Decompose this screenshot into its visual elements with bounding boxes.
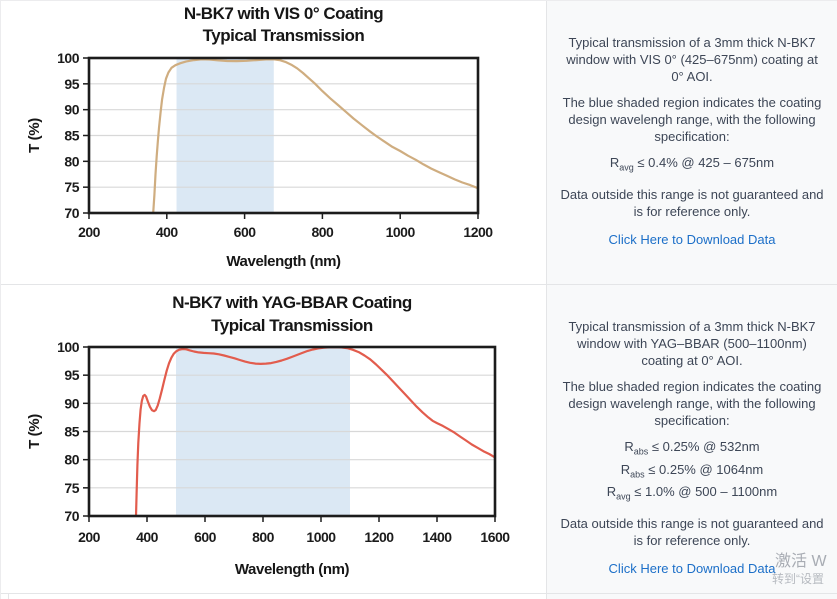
inner-border — [8, 594, 9, 599]
spec-line: Ravg ≤ 0.4% @ 425 – 675nm — [609, 155, 775, 173]
spec-line: Rabs ≤ 0.25% @ 532nm — [624, 439, 760, 457]
y-tick-label: 70 — [64, 508, 79, 524]
activate-windows-watermark-line2: 转到“设置 — [772, 572, 824, 586]
x-axis-label: Wavelength (nm) — [235, 561, 350, 578]
yag-spec-list: Rabs ≤ 0.25% @ 532nm Rabs ≤ 0.25% @ 1064n… — [560, 438, 824, 506]
activate-windows-watermark-line1: 激活 W — [775, 553, 827, 570]
y-tick-label: 80 — [64, 153, 79, 169]
x-tick-label: 1600 — [480, 529, 510, 545]
x-tick-label: 1200 — [463, 224, 493, 240]
section-yag-coating: 70 75 80 85 90 95 100 200 400 600 800 1000 1200 1400 1… — [1, 284, 837, 593]
next-section-left-cell — [1, 594, 546, 599]
vis-spec-list: Ravg ≤ 0.4% @ 425 – 675nm — [560, 154, 824, 177]
chart-title-line2: Typical Transmission — [203, 26, 365, 45]
next-section-right-cell — [546, 594, 837, 599]
spec-line: Ravg ≤ 1.0% @ 500 – 1100nm — [606, 484, 778, 502]
section-vis-coating: 70 75 80 85 90 95 100 200 400 600 800 1000 1200 N-BK7… — [1, 1, 837, 284]
yag-transmission-chart: 70 75 80 85 90 95 100 200 400 600 800 1000 1200 1400 1… — [26, 293, 511, 578]
vis-description: Typical transmission of a 3mm thick N-BK… — [566, 35, 818, 84]
y-tick-label: 100 — [57, 50, 80, 66]
info-panel-yag: Typical transmission of a 3mm thick N-BK… — [546, 285, 837, 593]
chart-title-line2: Typical Transmission — [211, 316, 373, 335]
y-tick-label: 85 — [64, 424, 79, 440]
y-axis-label: T (%) — [26, 414, 43, 449]
y-tick-label: 90 — [64, 395, 79, 411]
x-tick-label: 800 — [252, 529, 275, 545]
x-tick-label: 600 — [234, 224, 257, 240]
yag-description: Typical transmission of a 3mm thick N-BK… — [568, 319, 816, 368]
y-tick-label: 80 — [64, 452, 79, 468]
x-tick-label: 800 — [311, 224, 334, 240]
chart-title-line1: N-BK7 with VIS 0° Coating — [184, 4, 383, 23]
vis-transmission-chart: 70 75 80 85 90 95 100 200 400 600 800 1000 1200 N-BK7… — [26, 4, 494, 270]
y-axis-label: T (%) — [26, 118, 43, 153]
y-tick-label: 70 — [64, 205, 79, 221]
x-tick-label: 200 — [78, 529, 101, 545]
y-tick-label: 95 — [64, 76, 79, 92]
vis-shaded-region-note: The blue shaded region indicates the coa… — [562, 95, 822, 144]
y-tick-label: 85 — [64, 128, 79, 144]
x-tick-label: 400 — [136, 529, 159, 545]
x-tick-label: 1200 — [364, 529, 394, 545]
x-tick-label: 400 — [156, 224, 179, 240]
transmission-curve — [134, 347, 495, 516]
info-panel-vis: Typical transmission of a 3mm thick N-BK… — [546, 1, 837, 284]
chart-cell-yag: 70 75 80 85 90 95 100 200 400 600 800 1000 1200 1400 1… — [1, 285, 546, 593]
chart-cell-vis: 70 75 80 85 90 95 100 200 400 600 800 1000 1200 N-BK7… — [1, 1, 546, 284]
y-tick-label: 100 — [57, 339, 80, 355]
x-tick-label: 200 — [78, 224, 101, 240]
x-axis-label: Wavelength (nm) — [226, 253, 341, 270]
next-section-edge — [1, 593, 837, 599]
vis-disclaimer: Data outside this range is not guarantee… — [560, 186, 824, 219]
x-tick-label: 600 — [194, 529, 217, 545]
x-tick-label: 1000 — [306, 529, 336, 545]
yag-download-data-link[interactable]: Click Here to Download Data — [608, 560, 776, 576]
y-tick-label: 95 — [64, 367, 79, 383]
transmission-curve — [152, 58, 478, 213]
spec-line: Rabs ≤ 0.25% @ 1064nm — [620, 461, 764, 480]
vis-download-data-link[interactable]: Click Here to Download Data — [608, 231, 776, 247]
y-tick-label: 75 — [64, 179, 79, 195]
chart-title-line1: N-BK7 with YAG-BBAR Coating — [172, 293, 412, 312]
yag-shaded-region-note: The blue shaded region indicates the coa… — [562, 379, 822, 428]
y-tick-label: 75 — [64, 480, 79, 496]
x-tick-label: 1000 — [386, 224, 416, 240]
yag-disclaimer: Data outside this range is not guarantee… — [560, 515, 824, 548]
x-tick-label: 1400 — [422, 529, 452, 545]
y-tick-label: 90 — [64, 102, 79, 118]
